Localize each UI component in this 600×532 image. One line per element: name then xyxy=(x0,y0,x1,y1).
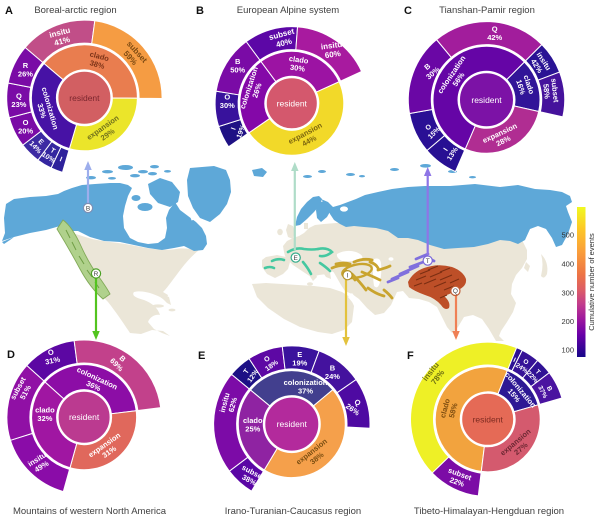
svg-text:100: 100 xyxy=(561,346,574,355)
svg-text:clado: clado xyxy=(243,416,263,425)
svg-text:clado: clado xyxy=(288,54,309,66)
svg-text:40%: 40% xyxy=(275,37,293,50)
svg-text:resident: resident xyxy=(473,414,504,424)
svg-text:resident: resident xyxy=(69,412,100,422)
svg-text:58%: 58% xyxy=(447,402,460,419)
svg-text:B: B xyxy=(86,205,90,212)
svg-text:200: 200 xyxy=(561,317,574,326)
svg-text:41%: 41% xyxy=(53,35,71,48)
svg-text:31%: 31% xyxy=(44,355,61,367)
svg-text:Boreal-arctic region: Boreal-arctic region xyxy=(34,5,116,16)
svg-text:clado: clado xyxy=(35,406,55,415)
svg-text:Cumulative number of events: Cumulative number of events xyxy=(587,233,596,331)
svg-text:E: E xyxy=(198,350,205,362)
svg-text:I: I xyxy=(58,156,62,163)
svg-text:Mountains of western North Ame: Mountains of western North America xyxy=(13,506,167,517)
svg-text:20%: 20% xyxy=(18,127,33,136)
svg-text:O: O xyxy=(425,123,434,132)
svg-text:58%: 58% xyxy=(541,83,552,99)
svg-text:B: B xyxy=(545,385,554,393)
svg-text:23%: 23% xyxy=(11,100,26,109)
svg-text:O: O xyxy=(522,358,530,367)
svg-text:T: T xyxy=(534,368,542,376)
svg-text:E: E xyxy=(36,138,45,146)
svg-text:Irano-Turanian-Caucasus region: Irano-Turanian-Caucasus region xyxy=(225,506,361,517)
svg-text:R: R xyxy=(23,61,29,70)
svg-text:38%: 38% xyxy=(89,58,106,71)
svg-text:R: R xyxy=(94,271,99,278)
svg-text:25%: 25% xyxy=(245,425,260,434)
svg-text:16%: 16% xyxy=(514,79,527,96)
svg-text:I: I xyxy=(443,147,450,152)
svg-text:D: D xyxy=(7,349,15,361)
svg-text:300: 300 xyxy=(561,289,574,298)
svg-text:400: 400 xyxy=(561,260,574,269)
svg-text:19%: 19% xyxy=(292,359,307,368)
svg-text:I: I xyxy=(512,357,517,364)
svg-text:62%: 62% xyxy=(227,396,240,413)
svg-text:resident: resident xyxy=(277,98,308,108)
svg-text:B: B xyxy=(330,364,336,373)
svg-text:resident: resident xyxy=(69,93,100,103)
svg-text:33%: 33% xyxy=(35,102,48,119)
svg-text:B: B xyxy=(196,5,204,17)
svg-text:42%: 42% xyxy=(487,33,502,42)
svg-text:O: O xyxy=(23,118,29,127)
svg-text:resident: resident xyxy=(471,95,502,105)
svg-text:colonization: colonization xyxy=(284,378,328,387)
svg-text:E: E xyxy=(297,350,302,359)
svg-text:O: O xyxy=(263,355,272,364)
svg-text:26%: 26% xyxy=(250,82,263,99)
svg-text:I: I xyxy=(230,127,237,131)
svg-text:T: T xyxy=(243,367,252,375)
svg-text:32%: 32% xyxy=(37,414,52,423)
svg-text:30%: 30% xyxy=(289,63,305,74)
svg-text:resident: resident xyxy=(277,419,308,429)
svg-text:I: I xyxy=(347,273,349,280)
svg-text:Q: Q xyxy=(353,397,363,408)
svg-text:O: O xyxy=(224,92,230,101)
svg-text:37%: 37% xyxy=(298,386,313,395)
svg-text:insitu: insitu xyxy=(320,40,342,52)
svg-text:50%: 50% xyxy=(230,65,245,74)
svg-text:European Alpine system: European Alpine system xyxy=(237,5,340,16)
svg-text:24%: 24% xyxy=(325,372,340,381)
svg-text:26%: 26% xyxy=(18,69,33,78)
svg-text:C: C xyxy=(404,5,412,17)
svg-text:F: F xyxy=(407,350,414,362)
svg-text:Q: Q xyxy=(16,91,22,100)
svg-text:30%: 30% xyxy=(220,101,235,110)
svg-text:T: T xyxy=(49,147,57,156)
svg-text:19%: 19% xyxy=(236,123,248,139)
svg-text:60%: 60% xyxy=(324,49,341,60)
svg-text:Tibeto-Himalayan-Hengduan regi: Tibeto-Himalayan-Hengduan region xyxy=(414,506,564,517)
svg-text:Tianshan-Pamir region: Tianshan-Pamir region xyxy=(439,5,535,16)
svg-text:B: B xyxy=(235,57,241,66)
svg-text:500: 500 xyxy=(561,231,574,240)
svg-text:subset: subset xyxy=(549,78,561,103)
svg-text:B: B xyxy=(422,61,432,72)
svg-text:Q: Q xyxy=(492,25,498,34)
svg-text:Q: Q xyxy=(453,288,458,295)
svg-text:T: T xyxy=(426,258,430,265)
svg-text:O: O xyxy=(47,347,55,357)
svg-text:B: B xyxy=(118,354,129,365)
svg-text:A: A xyxy=(5,5,13,17)
svg-text:E: E xyxy=(294,255,299,262)
